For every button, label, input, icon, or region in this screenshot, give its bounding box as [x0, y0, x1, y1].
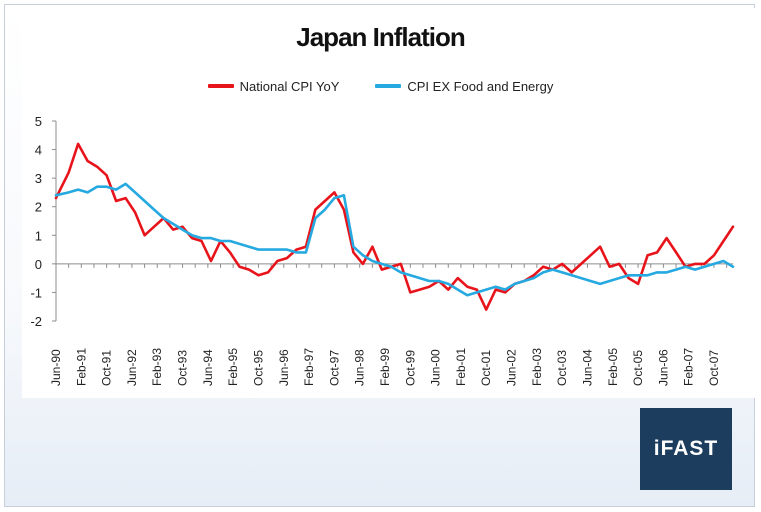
- x-tick-label: Oct-97: [327, 350, 341, 386]
- series-line-national-cpi: [54, 142, 735, 311]
- x-tick-label: Jun-00: [429, 349, 443, 386]
- x-tick-label: Feb-01: [454, 348, 468, 386]
- x-tick-label: Oct-07: [707, 350, 721, 386]
- y-tick-label: 4: [35, 143, 42, 158]
- x-tick-label: Jun-06: [656, 349, 670, 386]
- series-line-core-cpi: [54, 182, 735, 297]
- legend-swatch-national-cpi: [207, 84, 234, 88]
- x-tick-label: Oct-05: [631, 350, 645, 386]
- x-tick-label: Feb-07: [682, 348, 696, 386]
- x-tick-label: Feb-03: [530, 348, 544, 386]
- legend-entry-core-cpi: CPI EX Food and Energy: [375, 79, 553, 94]
- y-tick-label: 3: [35, 171, 42, 186]
- y-tick-label: -2: [30, 314, 42, 329]
- x-tick-label: Oct-01: [479, 350, 493, 386]
- y-tick-label: 1: [35, 228, 42, 243]
- y-tick-label: 5: [35, 114, 42, 129]
- x-tick-label: Oct-95: [251, 350, 265, 386]
- legend-entry-national-cpi: National CPI YoY: [207, 78, 340, 94]
- x-tick-label: Feb-93: [150, 348, 164, 386]
- x-tick-label: Oct-99: [403, 350, 417, 386]
- x-tick-label: Feb-95: [226, 348, 240, 386]
- chart-legend: National CPI YoY CPI EX Food and Energy: [0, 76, 761, 96]
- x-tick-label: Jun-92: [125, 349, 139, 386]
- x-tick-label: Oct-03: [555, 350, 569, 386]
- y-tick-label: 2: [35, 200, 42, 215]
- y-tick-label: -1: [30, 285, 42, 300]
- x-tick-label: Jun-90: [49, 349, 63, 386]
- x-tick-label: Feb-97: [302, 348, 316, 386]
- x-tick-label: Jun-98: [353, 349, 367, 386]
- legend-label-core-cpi: CPI EX Food and Energy: [407, 78, 554, 94]
- x-tick-label: Oct-93: [176, 350, 190, 386]
- x-tick-label: Jun-02: [505, 349, 519, 386]
- ifast-logo: iFAST: [640, 408, 732, 490]
- y-tick-label: 0: [35, 257, 42, 272]
- x-tick-label: Jun-94: [201, 349, 215, 386]
- chart-title: Japan Inflation: [296, 22, 465, 52]
- x-tick-label: Feb-99: [378, 348, 392, 386]
- x-tick-label: Jun-96: [277, 349, 291, 386]
- x-tick-label: Jun-04: [580, 349, 594, 386]
- legend-swatch-core-cpi: [375, 84, 402, 88]
- x-tick-label: Feb-91: [74, 348, 88, 386]
- x-tick-label: Feb-05: [606, 348, 620, 386]
- legend-label-national-cpi: National CPI YoY: [239, 78, 340, 94]
- plot-panel: [22, 8, 755, 398]
- x-tick-label: Oct-91: [100, 350, 114, 386]
